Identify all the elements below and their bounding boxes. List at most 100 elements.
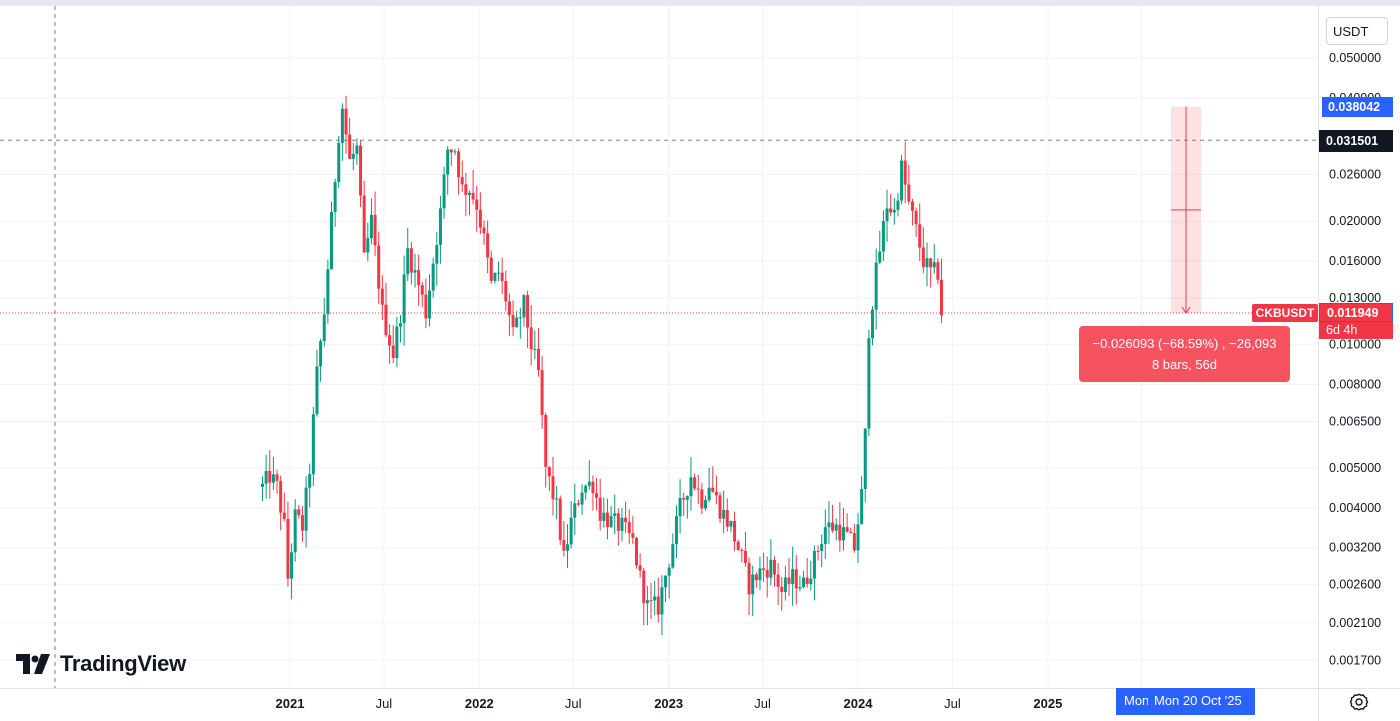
- candle-body: [729, 520, 733, 527]
- candle-body: [809, 578, 813, 585]
- candle-body: [664, 575, 668, 588]
- candle-body: [645, 600, 649, 604]
- candle-body: [685, 496, 689, 500]
- candle-body: [435, 245, 439, 264]
- candle-body: [595, 493, 599, 498]
- candle-body: [275, 474, 279, 481]
- candle-body: [896, 200, 900, 210]
- gear-icon[interactable]: [1349, 692, 1369, 712]
- candle-body: [635, 537, 639, 566]
- candle-body: [580, 492, 584, 505]
- candle-body: [653, 596, 657, 601]
- candle-body: [486, 233, 490, 258]
- candle-body: [914, 210, 918, 225]
- currency-selector[interactable]: USDT: [1326, 17, 1388, 45]
- candle-body: [925, 258, 929, 268]
- price-tick-label: 0.020000: [1329, 214, 1381, 228]
- candle-body: [910, 201, 914, 211]
- candle-body: [605, 512, 609, 528]
- candle-body: [511, 315, 515, 328]
- candle-body: [279, 480, 283, 513]
- candle-body: [656, 596, 660, 615]
- candle-body: [442, 174, 446, 209]
- candle-body: [874, 262, 878, 310]
- candle-body: [758, 568, 762, 581]
- candle-body: [268, 470, 272, 483]
- candle-body: [707, 487, 711, 501]
- tradingview-logo-text: TradingView: [60, 651, 186, 676]
- measure-top-price-label: 0.038042: [1322, 97, 1393, 117]
- candle-body: [700, 489, 704, 509]
- candle-body: [889, 208, 893, 213]
- candle-body: [718, 495, 722, 519]
- candle-body: [497, 272, 501, 274]
- candle-body: [493, 272, 497, 281]
- candle-body: [507, 301, 511, 316]
- candle-body: [932, 262, 936, 268]
- candle-body: [787, 577, 791, 585]
- candle-body: [417, 270, 421, 286]
- candle-body: [776, 574, 780, 587]
- candle-body: [772, 559, 776, 575]
- candle-body: [438, 208, 442, 246]
- top-border: [0, 0, 1400, 6]
- candle-body: [867, 338, 871, 429]
- candle-body: [558, 498, 562, 541]
- time-tick-label: 2021: [276, 696, 305, 711]
- date-range-highlight: [1116, 688, 1255, 715]
- crosshair-price-label: 0.031501: [1319, 130, 1393, 152]
- time-axis[interactable]: 2021Jul2022Jul2023Jul2024Jul2025Jul: [276, 696, 1151, 711]
- candle-body: [355, 145, 359, 154]
- candle-body: [693, 477, 697, 489]
- candle-body: [413, 270, 417, 273]
- candle-body: [293, 509, 297, 553]
- time-tick-label: 2024: [844, 696, 874, 711]
- candle-body: [838, 524, 842, 541]
- ticker-symbol-tag: CKBUSDT: [1252, 304, 1318, 322]
- candle-body: [820, 543, 824, 551]
- tradingview-logo[interactable]: TradingView: [16, 649, 186, 679]
- candle-body: [722, 510, 726, 519]
- candle-body: [449, 149, 453, 153]
- candle-body: [678, 497, 682, 517]
- candle-body: [940, 279, 944, 316]
- candle-body: [391, 345, 395, 358]
- price-tick-label: 0.006500: [1329, 414, 1381, 428]
- candle-body: [344, 108, 348, 135]
- grid: [0, 6, 1400, 721]
- candle-body: [802, 577, 806, 587]
- candle-body: [369, 214, 373, 239]
- candle-body: [921, 247, 925, 268]
- candle-body: [290, 552, 294, 579]
- candle-body: [504, 281, 508, 302]
- candle-body: [674, 516, 678, 545]
- candle-body: [794, 569, 798, 589]
- time-tick-label: 2023: [654, 696, 683, 711]
- candle-body: [682, 497, 686, 500]
- candle-body: [591, 481, 595, 494]
- measure-info-box: −0.026093 (−68.59%) , −26,093 8 bars, 56…: [1079, 326, 1290, 382]
- price-tick-label: 0.004000: [1329, 501, 1381, 515]
- measure-bars-text: 8 bars, 56d: [1151, 357, 1218, 372]
- candle-body: [282, 512, 286, 519]
- price-tick-label: 0.013000: [1329, 291, 1381, 305]
- candle-body: [533, 349, 537, 351]
- candle-body: [841, 527, 845, 541]
- candle-body: [446, 149, 450, 175]
- candle-body: [671, 544, 675, 568]
- candle-body: [264, 470, 268, 484]
- candle-body: [319, 341, 323, 367]
- candle-body: [402, 274, 406, 324]
- candle-body: [703, 500, 707, 509]
- candle-body: [482, 227, 486, 234]
- candle-body: [736, 541, 740, 550]
- candle-body: [431, 263, 435, 291]
- candle-body: [464, 184, 468, 195]
- candle-body: [903, 160, 907, 185]
- candle-body: [627, 522, 631, 534]
- candle-body: [340, 108, 344, 143]
- candle-body: [845, 527, 849, 532]
- candle-body: [261, 483, 265, 487]
